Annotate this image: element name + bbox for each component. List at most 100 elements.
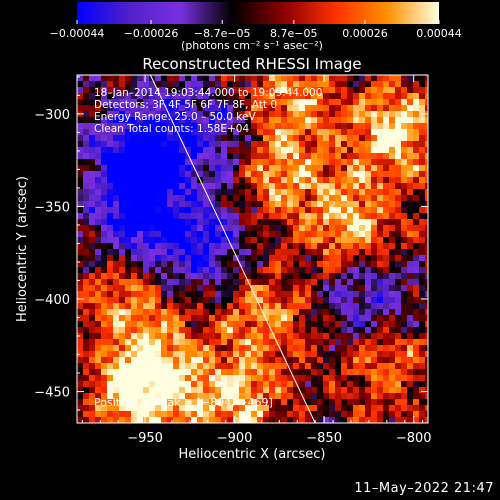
heatmap-cell	[305, 243, 312, 250]
heatmap-cell	[371, 327, 378, 334]
heatmap-cell	[401, 363, 408, 370]
heatmap-cell	[311, 273, 318, 280]
heatmap-cell	[179, 315, 186, 322]
heatmap-cell	[107, 273, 114, 280]
heatmap-cell	[263, 225, 270, 232]
heatmap-cell	[401, 99, 408, 106]
heatmap-cell	[311, 291, 318, 298]
heatmap-cell	[101, 255, 108, 262]
heatmap-cell	[143, 189, 150, 196]
heatmap-cell	[395, 279, 402, 286]
heatmap-cell	[377, 411, 384, 418]
heatmap-cell	[311, 225, 318, 232]
heatmap-cell	[251, 405, 258, 412]
heatmap-cell	[197, 219, 204, 226]
heatmap-cell	[137, 153, 144, 160]
heatmap-cell	[257, 159, 264, 166]
heatmap-cell	[101, 195, 108, 202]
heatmap-cell	[413, 351, 420, 358]
heatmap-cell	[293, 393, 300, 400]
heatmap-cell	[383, 273, 390, 280]
heatmap-cell	[209, 267, 216, 274]
heatmap-cell	[107, 171, 114, 178]
heatmap-cell	[101, 375, 108, 382]
heatmap-cell	[161, 87, 168, 94]
heatmap-cell	[209, 111, 216, 118]
heatmap-cell	[131, 249, 138, 256]
heatmap-cell	[233, 177, 240, 184]
heatmap-cell	[299, 75, 306, 82]
heatmap-cell	[131, 381, 138, 388]
heatmap-cell	[407, 243, 414, 250]
heatmap-cell	[269, 135, 276, 142]
heatmap-cell	[89, 405, 96, 412]
heatmap-cell	[377, 177, 384, 184]
heatmap-cell	[383, 381, 390, 388]
heatmap-cell	[365, 303, 372, 310]
heatmap-cell	[185, 309, 192, 316]
x-tick-label: −950	[127, 431, 163, 446]
heatmap-cell	[167, 297, 174, 304]
heatmap-cell	[89, 147, 96, 154]
heatmap-cell	[83, 387, 90, 394]
heatmap-cell	[227, 99, 234, 106]
heatmap-cell	[209, 213, 216, 220]
heatmap-cell	[149, 315, 156, 322]
heatmap-cell	[179, 387, 186, 394]
heatmap-cell	[395, 123, 402, 130]
heatmap-cell	[137, 147, 144, 154]
heatmap-cell	[119, 333, 126, 340]
heatmap-cell	[359, 195, 366, 202]
heatmap-cell	[347, 141, 354, 148]
heatmap-cell	[245, 195, 252, 202]
heatmap-cell	[413, 369, 420, 376]
heatmap-cell	[221, 399, 228, 406]
heatmap-cell	[311, 177, 318, 184]
heatmap-cell	[233, 339, 240, 346]
heatmap-cell	[77, 261, 84, 268]
heatmap-cell	[221, 237, 228, 244]
heatmap-cell	[377, 237, 384, 244]
heatmap-cell	[317, 417, 324, 423]
heatmap-cell	[281, 183, 288, 190]
heatmap-cell	[167, 249, 174, 256]
heatmap-cell	[239, 321, 246, 328]
heatmap-cell	[155, 285, 162, 292]
heatmap-cell	[341, 201, 348, 208]
heatmap-cell	[203, 387, 210, 394]
heatmap-cell	[293, 213, 300, 220]
heatmap-cell	[413, 255, 420, 262]
heatmap-cell	[275, 327, 282, 334]
heatmap-cell	[107, 375, 114, 382]
heatmap-cell	[155, 87, 162, 94]
heatmap-cell	[77, 285, 84, 292]
heatmap-cell	[215, 261, 222, 268]
heatmap-cell	[167, 321, 174, 328]
heatmap-cell	[371, 261, 378, 268]
heatmap-cell	[335, 267, 342, 274]
heatmap-cell	[95, 99, 102, 106]
heatmap-cell	[77, 309, 84, 316]
heatmap-cell	[287, 189, 294, 196]
heatmap-cell	[143, 141, 150, 148]
heatmap-cell	[131, 225, 138, 232]
heatmap-cell	[287, 195, 294, 202]
heatmap-cell	[383, 237, 390, 244]
heatmap-cell	[317, 75, 324, 82]
heatmap-cell	[287, 399, 294, 406]
heatmap-cell	[203, 327, 210, 334]
heatmap-cell	[407, 339, 414, 346]
heatmap-cell	[107, 357, 114, 364]
heatmap-cell	[83, 165, 90, 172]
heatmap-cell	[263, 399, 270, 406]
heatmap-cell	[299, 387, 306, 394]
heatmap-cell	[347, 405, 354, 412]
heatmap-cell	[233, 297, 240, 304]
heatmap-cell	[209, 411, 216, 418]
heatmap-cell	[107, 315, 114, 322]
heatmap-cell	[155, 201, 162, 208]
heatmap-cell	[155, 93, 162, 100]
heatmap-cell	[251, 399, 258, 406]
heatmap-cell	[341, 81, 348, 88]
heatmap-cell	[167, 93, 174, 100]
